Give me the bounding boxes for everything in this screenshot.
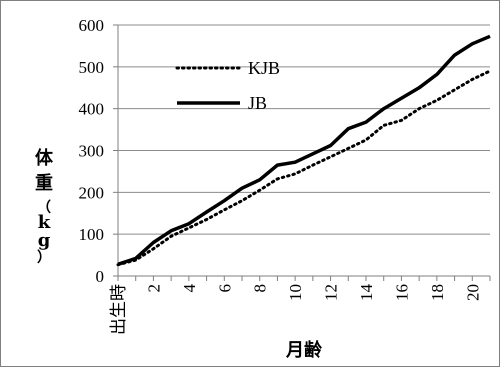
y-tick-labels: 0 100 200 300 400 500 600 <box>79 16 105 286</box>
x-tick-label: 8 <box>251 284 270 293</box>
series-line-kjb <box>116 69 492 267</box>
x-axis-title: 月齢 <box>285 339 323 361</box>
y-tick-label: 500 <box>79 58 105 77</box>
x-tick-label: 12 <box>322 284 341 301</box>
legend-label-kjb: KJB <box>248 58 280 78</box>
x-tick-labels: 出生時 2 4 6 8 10 12 14 16 18 20 <box>109 284 482 336</box>
x-tick-label: 16 <box>392 284 411 301</box>
x-tick-label: 14 <box>357 284 376 302</box>
axes <box>113 24 491 281</box>
y-tick-label: 600 <box>79 16 105 35</box>
x-tick-label: 2 <box>144 284 163 293</box>
x-tick-label: 6 <box>215 284 234 293</box>
y-tick-label: 100 <box>79 225 105 244</box>
axis-titles: 体重（ k g） 月齢 <box>35 147 323 361</box>
x-tick-label: 20 <box>463 284 482 301</box>
series-line-jb <box>117 34 491 266</box>
y-tick-label: 0 <box>96 267 105 286</box>
y-tick-label: 300 <box>79 142 105 161</box>
y-tick-label: 400 <box>79 100 105 119</box>
x-tick-label: 4 <box>180 284 199 293</box>
x-tick-label: 10 <box>286 284 305 301</box>
x-tick-label: 18 <box>428 284 447 301</box>
y-tick-label: 200 <box>79 183 105 202</box>
y-axis-title: 体重（ k g） <box>35 147 54 266</box>
legend: KJB JB <box>175 58 280 113</box>
x-tick-label: 出生時 <box>109 284 128 335</box>
legend-label-jb: JB <box>248 93 267 113</box>
gridlines <box>118 24 490 235</box>
series-lines <box>116 34 492 267</box>
